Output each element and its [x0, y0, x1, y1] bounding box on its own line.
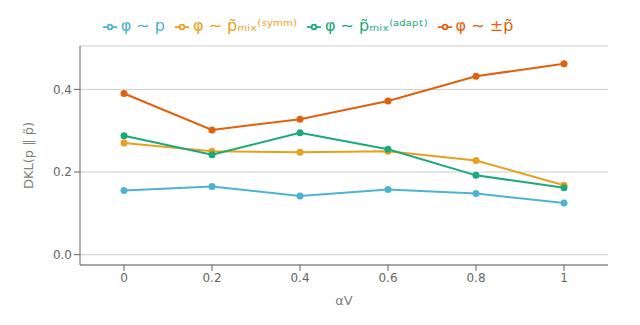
html-text:φ ∼ p: φ ∼ p: [120, 16, 165, 35]
html-text:φ ∼ ±p̃: φ ∼ ±p̃: [455, 16, 514, 35]
svg-text:1: 1: [560, 271, 568, 285]
html-text:φ ∼ p̃ₘᵢₓ⁽ˢʸᵐᵐ⁾: φ ∼ p̃ₘᵢₓ⁽ˢʸᵐᵐ⁾: [193, 16, 297, 35]
svg-text:DKL(p ‖ p̃): DKL(p ‖ p̃): [21, 122, 36, 189]
svg-text:0.6: 0.6: [378, 271, 397, 285]
svg-text:0.2: 0.2: [53, 165, 72, 179]
svg-text:0.4: 0.4: [290, 271, 309, 285]
svg-text:0: 0: [120, 271, 128, 285]
svg-text:0.8: 0.8: [466, 271, 485, 285]
svg-text:αV: αV: [335, 293, 353, 308]
svg-text:0.2: 0.2: [202, 271, 221, 285]
svg-text:0.0: 0.0: [53, 248, 72, 262]
html-text:φ ∼ p̃ₘᵢₓ⁽ᵃᵈᵃᵖᵗ⁾: φ ∼ p̃ₘᵢₓ⁽ᵃᵈᵃᵖᵗ⁾: [324, 16, 428, 35]
svg-text:0.4: 0.4: [53, 83, 72, 97]
